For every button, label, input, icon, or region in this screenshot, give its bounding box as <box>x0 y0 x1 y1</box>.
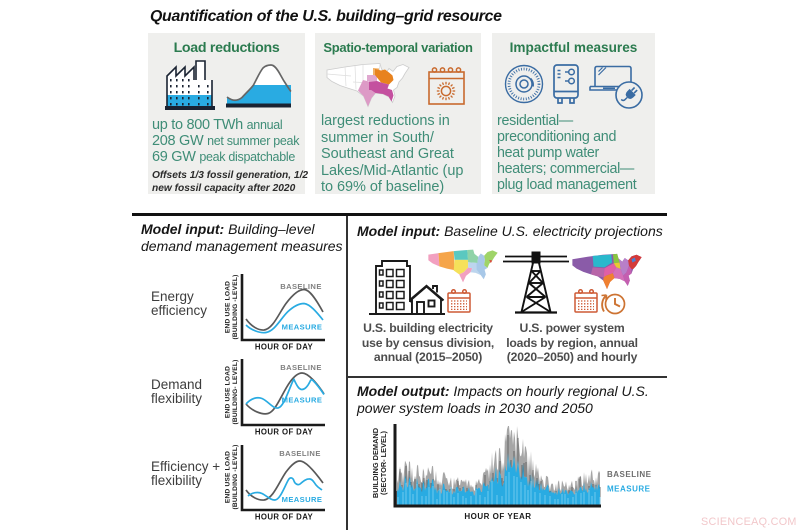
svg-text:HOUR OF DAY: HOUR OF DAY <box>255 428 314 437</box>
svg-text:(SECTOR- LEVEL): (SECTOR- LEVEL) <box>379 431 388 495</box>
svg-text:BASELINE: BASELINE <box>280 363 322 372</box>
svg-text:HOUR OF YEAR: HOUR OF YEAR <box>464 512 531 521</box>
svg-text:MEASURE: MEASURE <box>607 485 651 494</box>
svg-text:BASELINE: BASELINE <box>607 470 652 479</box>
svg-text:END USE LOAD: END USE LOAD <box>225 451 232 503</box>
svg-text:END USE LOAD: END USE LOAD <box>225 366 232 418</box>
svg-text:(BUILDING- LEVEL): (BUILDING- LEVEL) <box>232 360 239 425</box>
svg-text:HOUR OF DAY: HOUR OF DAY <box>255 343 314 352</box>
svg-text:(BUILDING -LEVEL): (BUILDING -LEVEL) <box>232 445 239 510</box>
svg-text:BASELINE: BASELINE <box>279 449 321 458</box>
svg-text:HOUR OF DAY: HOUR OF DAY <box>255 513 314 522</box>
svg-text:BUILDING DEMAND: BUILDING DEMAND <box>371 427 380 498</box>
svg-text:MEASURE: MEASURE <box>282 495 323 504</box>
svg-text:BASELINE: BASELINE <box>280 282 322 291</box>
svg-text:(BUILDING -LEVEL): (BUILDING -LEVEL) <box>232 275 239 340</box>
svg-text:MEASURE: MEASURE <box>282 323 323 332</box>
svg-text:END USE LOAD: END USE LOAD <box>225 281 232 333</box>
svg-text:MEASURE: MEASURE <box>282 396 323 405</box>
